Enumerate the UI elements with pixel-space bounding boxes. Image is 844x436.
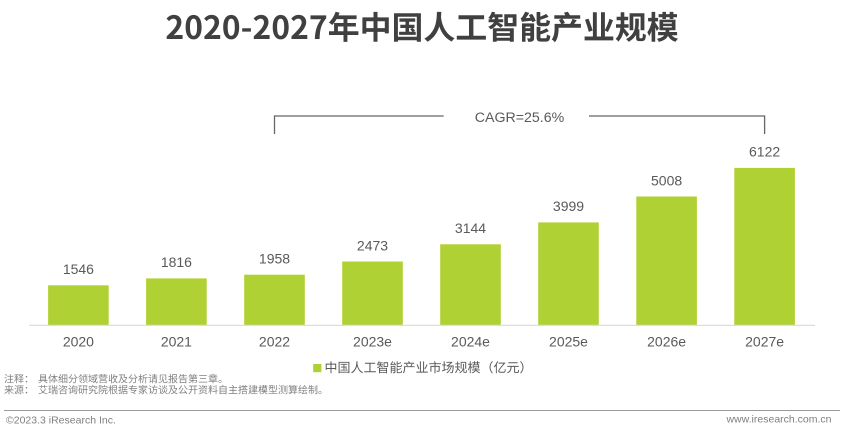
svg-text:2022: 2022 <box>259 334 290 350</box>
svg-text:5008: 5008 <box>651 172 682 188</box>
svg-text:2473: 2473 <box>357 237 388 253</box>
svg-text:3144: 3144 <box>455 220 486 236</box>
svg-text:2020: 2020 <box>63 334 94 350</box>
svg-text:2023e: 2023e <box>353 334 392 350</box>
svg-text:1816: 1816 <box>161 254 192 270</box>
svg-text:CAGR=25.6%: CAGR=25.6% <box>475 110 565 126</box>
svg-text:3999: 3999 <box>553 198 584 214</box>
svg-text:2027e: 2027e <box>745 334 784 350</box>
svg-text:www.iresearch.com.cn: www.iresearch.com.cn <box>725 414 831 426</box>
svg-text:2021: 2021 <box>161 334 192 350</box>
svg-text:1546: 1546 <box>63 261 94 277</box>
svg-text:2026e: 2026e <box>647 334 686 350</box>
svg-text:©2023.3 iResearch Inc.: ©2023.3 iResearch Inc. <box>6 415 116 427</box>
svg-text:2025e: 2025e <box>549 334 588 350</box>
svg-text:6122: 6122 <box>749 144 780 160</box>
svg-text:2024e: 2024e <box>451 334 490 350</box>
svg-text:1958: 1958 <box>259 251 290 267</box>
